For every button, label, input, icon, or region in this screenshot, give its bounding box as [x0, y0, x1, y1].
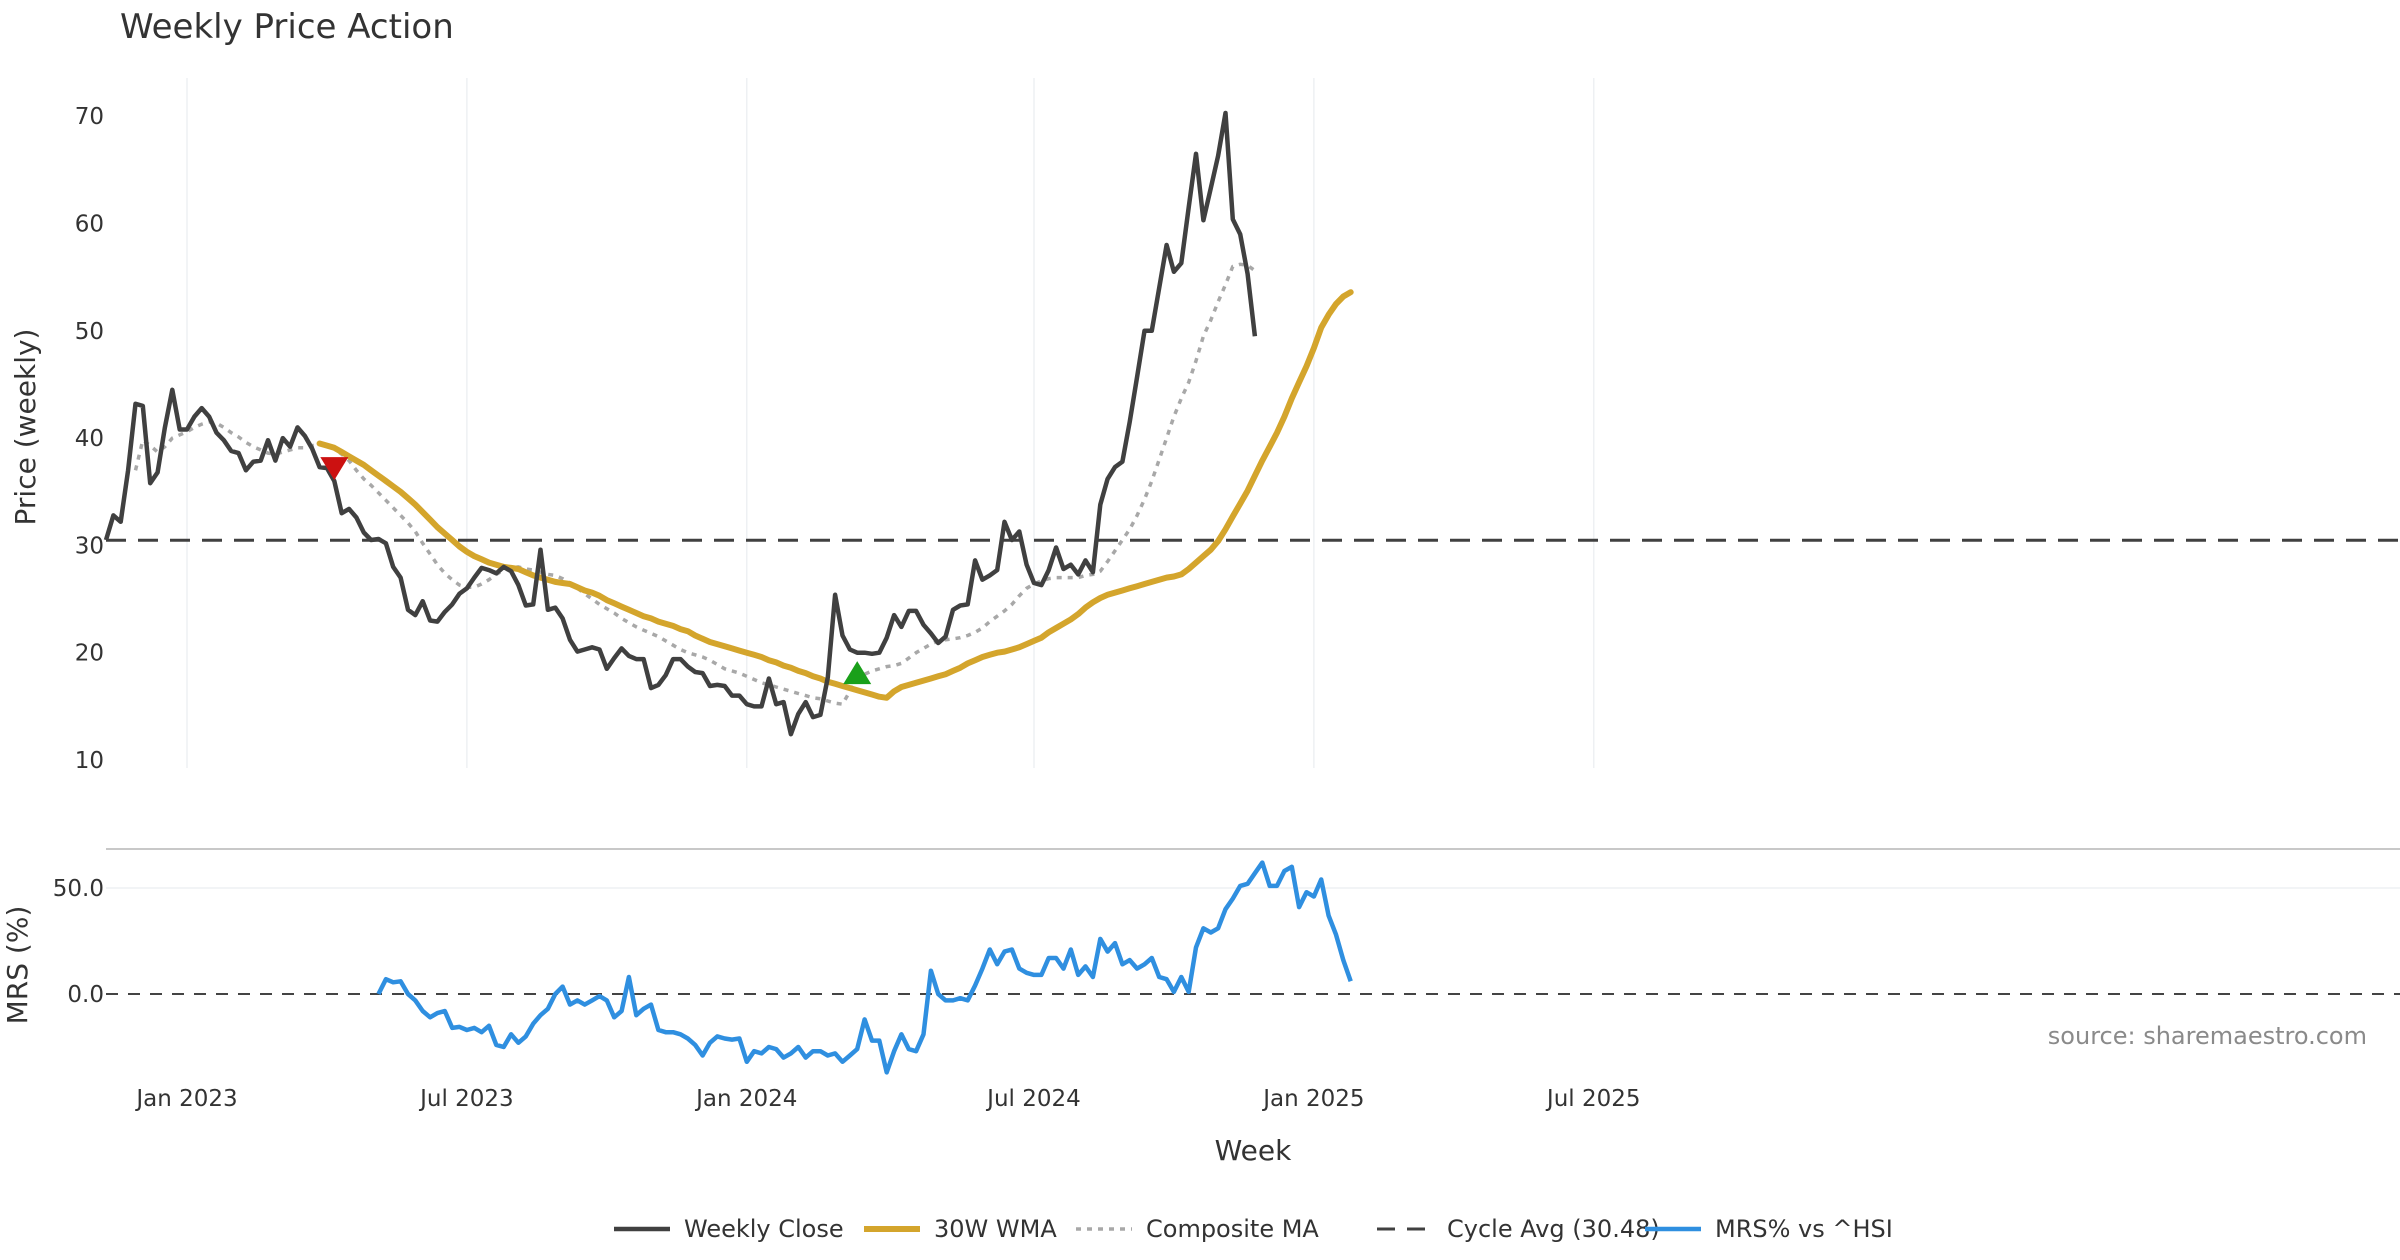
mrs-y-tick-0: 0.0 — [67, 982, 104, 1008]
legend-label-weekly-close: Weekly Close — [684, 1215, 844, 1243]
price-y-tick-70: 70 — [75, 104, 104, 130]
price-gridlines — [187, 78, 1594, 768]
x-axis-label: Week — [1215, 1134, 1292, 1167]
mrs-panel: 0.0 50.0 MRS (%) source: sharemaestro.com — [1, 849, 2400, 1072]
x-tick-3: Jul 2024 — [985, 1086, 1081, 1112]
x-tick-2: Jan 2024 — [694, 1086, 797, 1112]
price-y-tick-40: 40 — [75, 426, 104, 452]
price-y-ticks: 10 20 30 40 50 60 70 — [75, 104, 104, 774]
mrs-y-tick-1: 50.0 — [53, 876, 104, 902]
weekly-price-chart: Weekly Price Action 10 20 30 40 50 60 70 Price… — [0, 0, 2400, 1260]
weekly-close-line — [106, 113, 1255, 734]
price-y-axis-label: Price (weekly) — [9, 329, 42, 526]
x-axis-ticks: Jan 2023 Jul 2023 Jan 2024 Jul 2024 Jan 2025… — [134, 1086, 1640, 1112]
legend-label-cycle-avg: Cycle Avg (30.48) — [1447, 1215, 1660, 1243]
x-tick-5: Jul 2025 — [1545, 1086, 1641, 1112]
price-y-tick-60: 60 — [75, 212, 104, 238]
x-tick-4: Jan 2025 — [1261, 1086, 1364, 1112]
mrs-y-axis-label: MRS (%) — [1, 906, 34, 1025]
mrs-y-ticks: 0.0 50.0 — [53, 876, 104, 1008]
mrs-gridlines — [106, 888, 2400, 994]
mrs-series — [379, 863, 1351, 1073]
wma-30-line — [320, 292, 1351, 698]
source-note: source: sharemaestro.com — [2048, 1022, 2367, 1050]
price-y-tick-20: 20 — [75, 641, 104, 667]
chart-title: Weekly Price Action — [120, 7, 454, 47]
price-y-tick-30: 30 — [75, 533, 104, 559]
price-y-tick-50: 50 — [75, 319, 104, 345]
mrs-line — [379, 863, 1351, 1073]
price-series — [106, 113, 2400, 734]
legend: Weekly Close 30W WMA Composite MA Cycle Avg… — [614, 1215, 1893, 1243]
legend-label-composite-ma: Composite MA — [1146, 1215, 1319, 1243]
legend-label-mrs: MRS% vs ^HSI — [1715, 1215, 1893, 1243]
price-y-tick-10: 10 — [75, 748, 104, 774]
x-tick-0: Jan 2023 — [134, 1086, 237, 1112]
x-tick-1: Jul 2023 — [418, 1086, 514, 1112]
legend-label-wma-30: 30W WMA — [934, 1215, 1057, 1243]
price-panel: 10 20 30 40 50 60 70 Price (weekly) — [9, 78, 2400, 774]
